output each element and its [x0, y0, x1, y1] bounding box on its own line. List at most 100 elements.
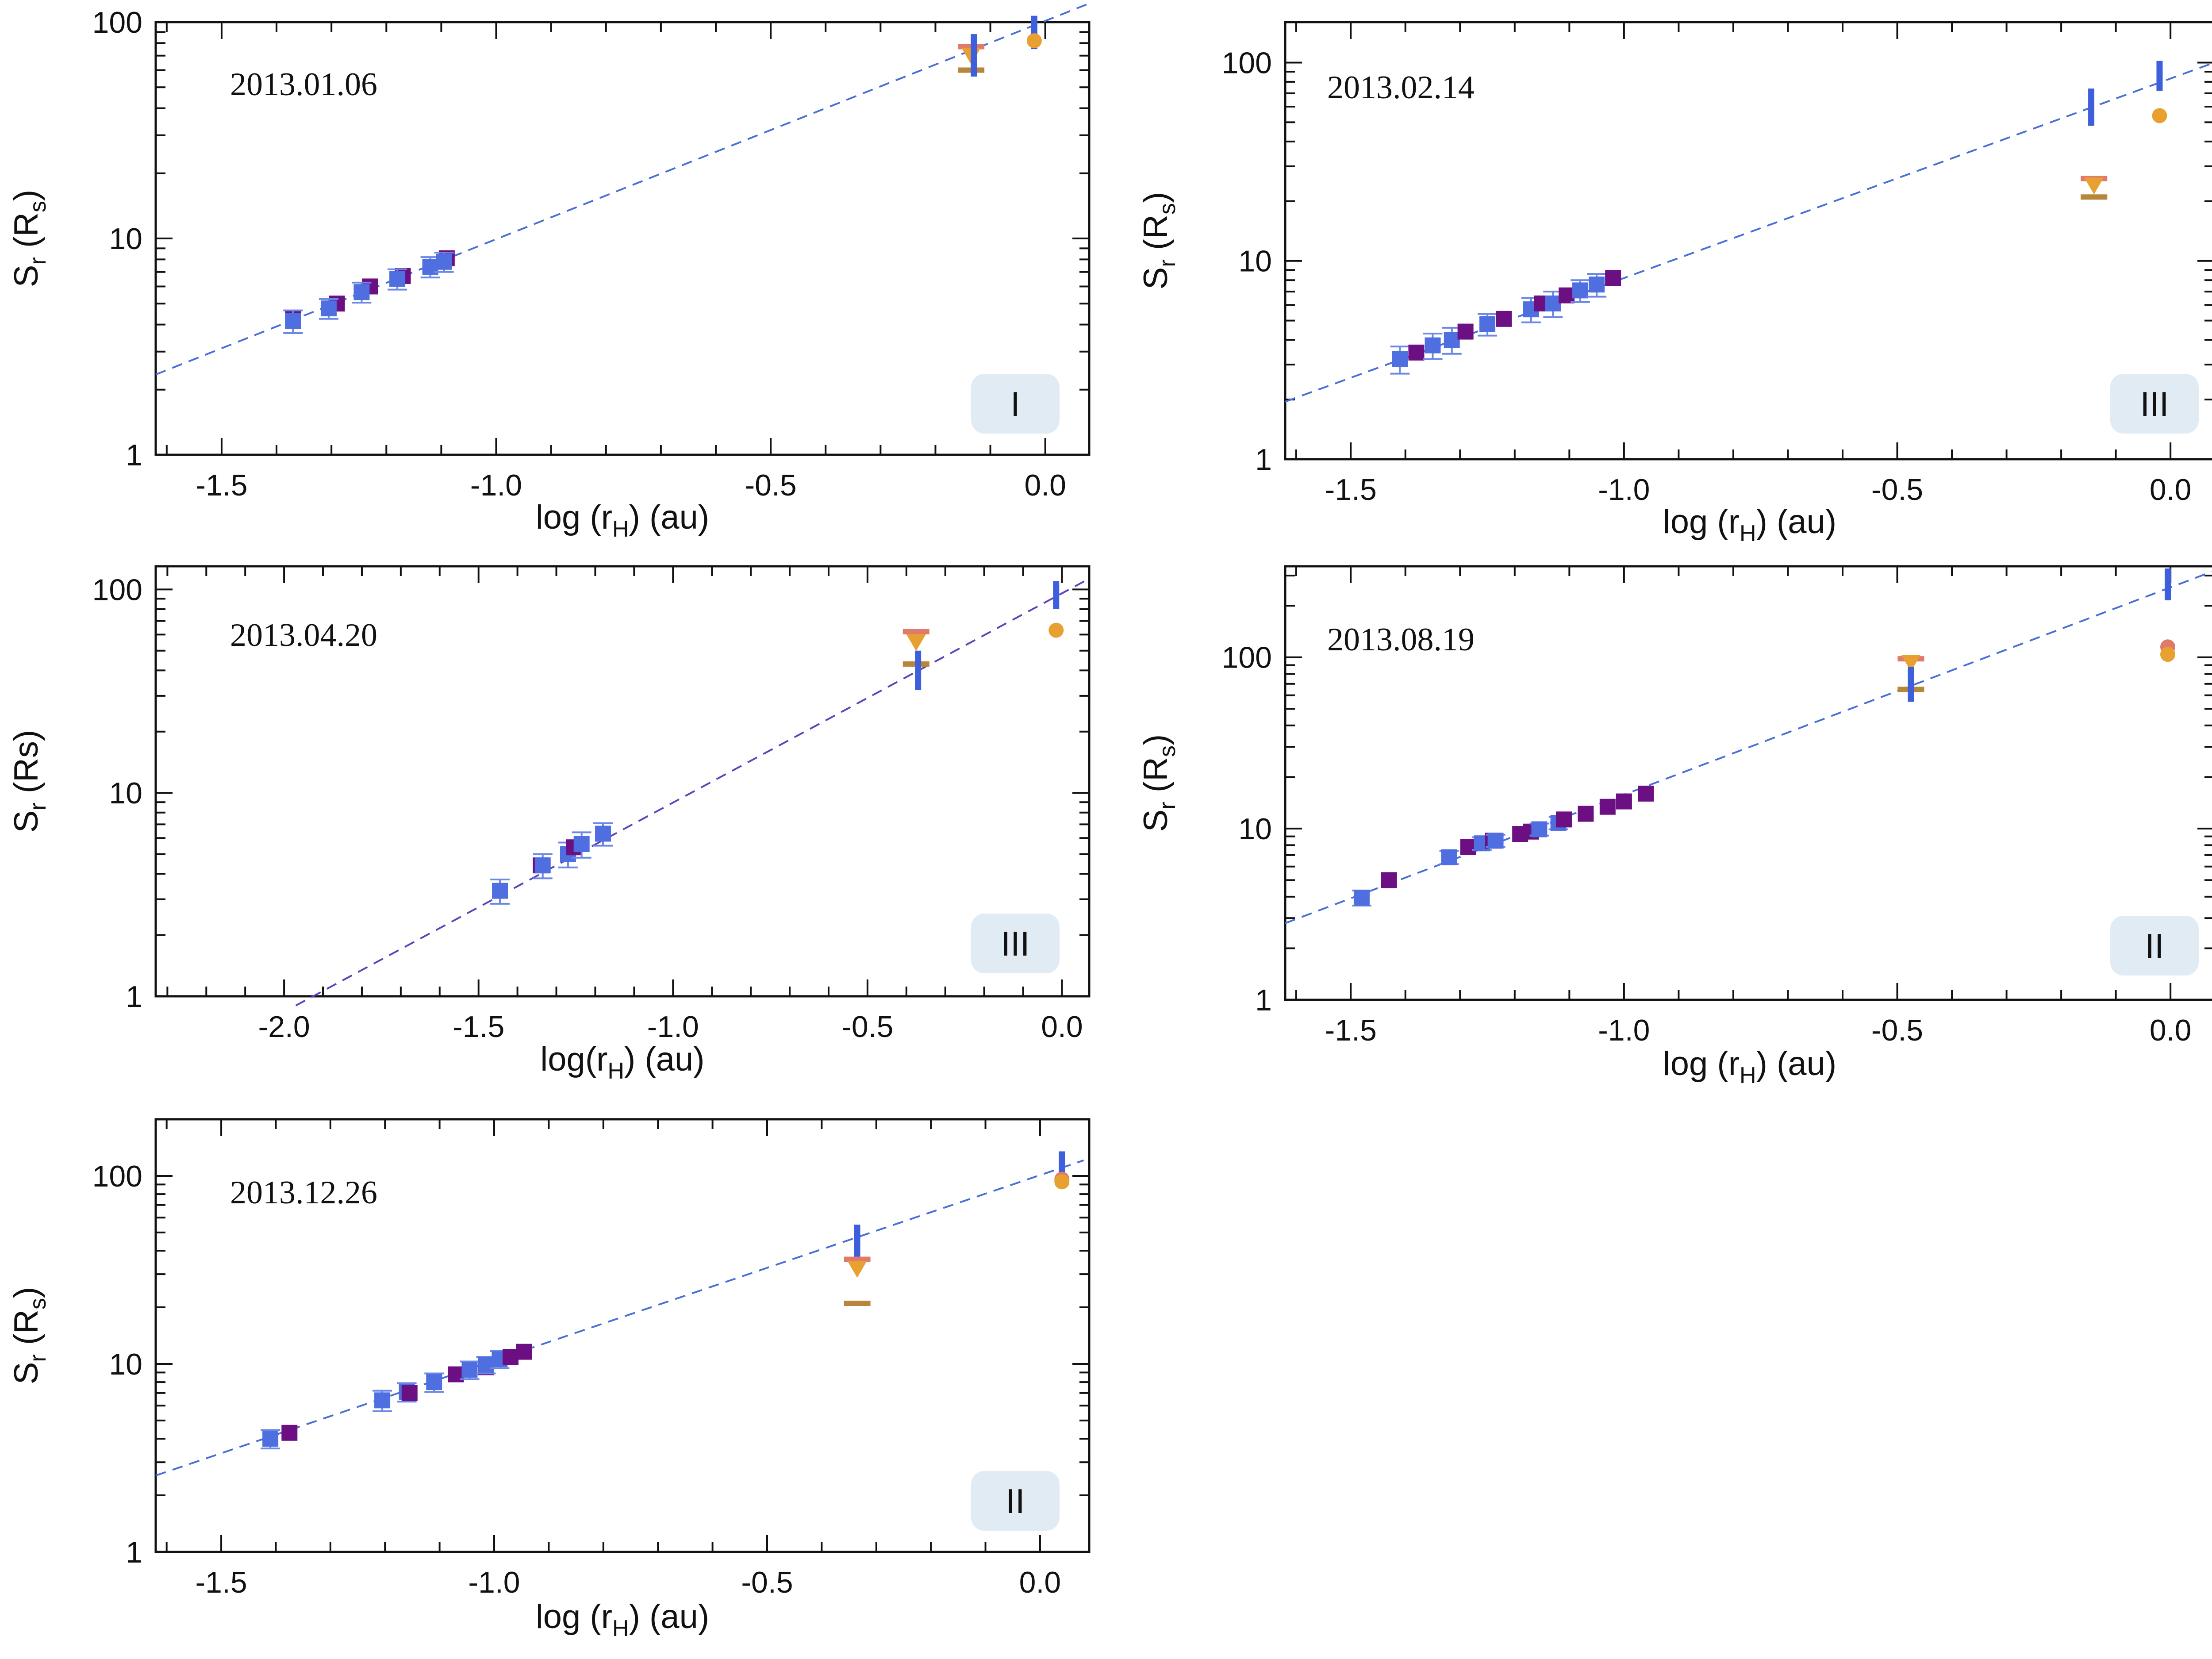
- salmon-limit-marker: [902, 629, 929, 634]
- y-tick-label: 100: [92, 1160, 142, 1193]
- purple-square-marker: [1578, 806, 1594, 822]
- date-label: 2013.02.14: [1327, 69, 1475, 106]
- blue-square-marker: [1441, 849, 1457, 865]
- purple-square-marker: [1638, 785, 1654, 802]
- y-axis-title-sub: r: [25, 803, 51, 810]
- x-tick-label: -0.5: [841, 1010, 893, 1044]
- class-badge-label: III: [2140, 384, 2169, 423]
- orange-dot-marker: [2152, 108, 2167, 123]
- y-axis-title-main: S: [1137, 810, 1175, 832]
- x-tick-label: -1.5: [1325, 473, 1377, 507]
- y-axis-title-sub: r: [25, 1354, 51, 1362]
- y-axis-title-end: ): [1137, 734, 1175, 745]
- y-axis-title-end: ): [8, 1287, 45, 1298]
- orange-triangle-marker: [1901, 654, 1921, 672]
- x-axis-title-sub: H: [607, 1058, 624, 1084]
- purple-square-marker: [1605, 270, 1621, 286]
- date-label: 2013.04.20: [230, 617, 377, 653]
- y-axis-title: Sr (Rs): [1137, 734, 1180, 832]
- class-badge-label: I: [1010, 384, 1020, 423]
- x-axis-title-sub: H: [612, 516, 629, 542]
- y-axis-title-sub2: s: [1155, 203, 1180, 215]
- y-tick-label: 1: [1255, 983, 1272, 1017]
- y-tick-label: 1: [1255, 443, 1272, 476]
- orange-dot-marker: [1026, 33, 1042, 49]
- y-tick-label: 10: [109, 776, 142, 810]
- y-axis-title-tail: (R: [8, 212, 45, 257]
- x-axis-title-main: log (r: [536, 1598, 612, 1636]
- y-axis-title-main: S: [8, 1362, 45, 1385]
- x-tick-label: -1.0: [1598, 1014, 1650, 1047]
- purple-square-marker: [1559, 287, 1575, 303]
- blue-square-marker: [1572, 282, 1589, 299]
- y-axis-title-sub2: s: [25, 201, 51, 212]
- panel-2013-12-26: -1.5 -1.0 -0.5 0.0 1 10 100 2013.12.26 II log (rH…: [8, 1118, 1091, 1641]
- plot-frame: [1284, 21, 2212, 461]
- plot-frame: [1284, 565, 2212, 1001]
- purple-square-marker: [1556, 811, 1572, 828]
- blue-square-marker: [436, 253, 452, 270]
- class-badge-label: II: [1006, 1482, 1025, 1521]
- panel-2013-02-14: -1.5 -1.0 -0.5 0.0 1 10 100 2013.02.14 III log (r…: [1137, 21, 2212, 546]
- purple-square-marker: [1616, 793, 1632, 810]
- y-tick-label: 1: [126, 438, 142, 472]
- y-axis-title-main: S: [8, 810, 45, 833]
- x-axis-title-sub: H: [1740, 521, 1756, 546]
- y-tick-label: 100: [1222, 46, 1272, 80]
- x-tick-label: -2.0: [258, 1010, 310, 1044]
- y-axis-title-tail: (R: [8, 1310, 45, 1354]
- y-axis-title-tail: (Rs): [8, 730, 45, 803]
- brown-limit-marker: [2081, 194, 2108, 200]
- blue-square-marker: [492, 883, 508, 899]
- y-tick-label: 1: [126, 1536, 142, 1569]
- orange-dot-marker: [1048, 622, 1064, 638]
- x-axis-title-sub: H: [1740, 1063, 1756, 1088]
- x-axis-title-tail: ) (au): [1756, 503, 1837, 541]
- x-tick-label: 0.0: [1024, 469, 1066, 502]
- x-axis-title-tail: ) (au): [629, 499, 710, 536]
- class-badge: [971, 374, 1060, 434]
- x-tick-label: 0.0: [1019, 1566, 1061, 1599]
- y-axis-title-sub2: s: [1155, 745, 1180, 757]
- x-tick-label: -1.5: [196, 469, 247, 502]
- date-label: 2013.01.06: [230, 66, 377, 103]
- blue-square-marker: [1487, 833, 1504, 849]
- y-axis-title-main: S: [1137, 267, 1175, 290]
- x-axis-title-main: log (r: [536, 499, 612, 536]
- orange-triangle-marker: [2084, 177, 2104, 195]
- x-axis-title: log (rH) (au): [536, 499, 709, 542]
- y-axis-title-sub: r: [25, 257, 51, 265]
- blue-square-marker: [1425, 337, 1441, 353]
- orange-triangle-marker: [906, 634, 926, 651]
- purple-square-marker: [281, 1425, 298, 1441]
- blue-square-marker: [285, 313, 301, 329]
- blue-square-marker: [353, 284, 370, 300]
- class-badge-label: II: [2145, 926, 2164, 965]
- y-tick-label: 100: [92, 573, 142, 607]
- plot-frame: [154, 565, 1091, 998]
- x-tick-label: -1.0: [647, 1010, 699, 1044]
- x-axis-title: log(rH) (au): [540, 1041, 704, 1084]
- x-tick-label: -0.5: [741, 1566, 793, 1599]
- blue-square-marker: [1392, 351, 1408, 367]
- purple-square-marker: [1496, 311, 1512, 327]
- y-axis-title-sub2: s: [25, 1298, 51, 1310]
- purple-square-marker: [503, 1349, 519, 1365]
- class-badge: [2110, 374, 2199, 434]
- y-axis-title: Sr (Rs): [8, 190, 51, 288]
- blue-square-marker: [374, 1392, 391, 1409]
- panel-2013-04-20: -2.0 -1.5 -1.0 -0.5 0.0 1 10 100 2013.04.20 III lo…: [8, 565, 1091, 1084]
- blue-square-marker: [1479, 316, 1496, 332]
- purple-square-marker: [1408, 344, 1425, 361]
- x-tick-label: -1.0: [468, 1566, 520, 1599]
- purple-square-marker: [516, 1344, 532, 1360]
- y-axis-title-main: S: [8, 265, 45, 288]
- date-label: 2013.08.19: [1327, 622, 1475, 658]
- blue-square-marker: [461, 1362, 478, 1378]
- x-axis-title: log (rH) (au): [536, 1598, 709, 1641]
- purple-square-marker: [1381, 872, 1397, 888]
- blue-square-marker: [389, 271, 406, 287]
- class-badge: [971, 1471, 1060, 1531]
- blue-square-marker: [1531, 821, 1548, 837]
